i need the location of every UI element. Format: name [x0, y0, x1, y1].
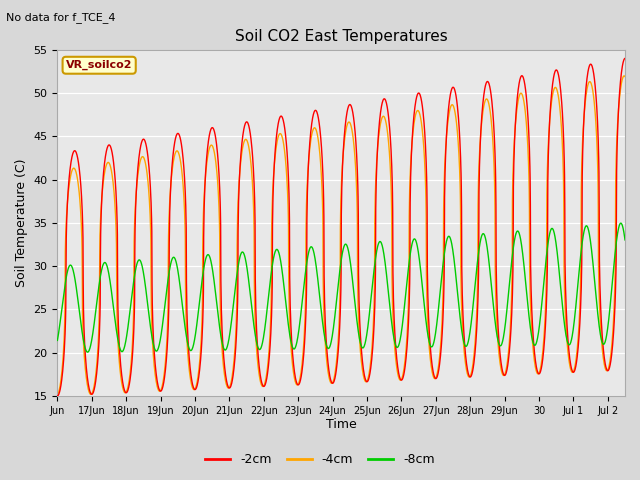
-4cm — [620, 73, 628, 79]
-2cm — [182, 225, 190, 231]
-8cm — [559, 305, 566, 311]
-8cm — [182, 334, 190, 339]
-2cm — [621, 56, 629, 61]
-8cm — [340, 244, 348, 250]
-4cm — [492, 300, 500, 306]
Line: -4cm: -4cm — [58, 76, 625, 395]
X-axis label: Time: Time — [326, 419, 356, 432]
-2cm — [54, 393, 61, 399]
-8cm — [621, 237, 629, 243]
Legend: -2cm, -4cm, -8cm: -2cm, -4cm, -8cm — [200, 448, 440, 471]
-4cm — [54, 392, 61, 398]
Line: -8cm: -8cm — [58, 223, 625, 352]
-2cm — [492, 203, 500, 208]
-4cm — [182, 321, 190, 327]
-4cm — [340, 147, 348, 153]
-4cm — [559, 142, 566, 148]
-4cm — [410, 123, 417, 129]
-2cm — [410, 115, 417, 121]
-8cm — [84, 349, 92, 355]
-2cm — [340, 145, 348, 151]
Line: -2cm: -2cm — [58, 59, 625, 396]
Text: No data for f_TCE_4: No data for f_TCE_4 — [6, 12, 116, 23]
Y-axis label: Soil Temperature (C): Soil Temperature (C) — [15, 158, 28, 287]
Text: VR_soilco2: VR_soilco2 — [66, 60, 132, 71]
-8cm — [492, 327, 500, 333]
Title: Soil CO2 East Temperatures: Soil CO2 East Temperatures — [235, 29, 447, 44]
-8cm — [342, 241, 349, 247]
-8cm — [410, 236, 418, 242]
-2cm — [559, 110, 566, 116]
-8cm — [617, 220, 625, 226]
-2cm — [342, 119, 349, 125]
-4cm — [342, 129, 349, 135]
-8cm — [54, 337, 61, 343]
-4cm — [621, 73, 629, 79]
